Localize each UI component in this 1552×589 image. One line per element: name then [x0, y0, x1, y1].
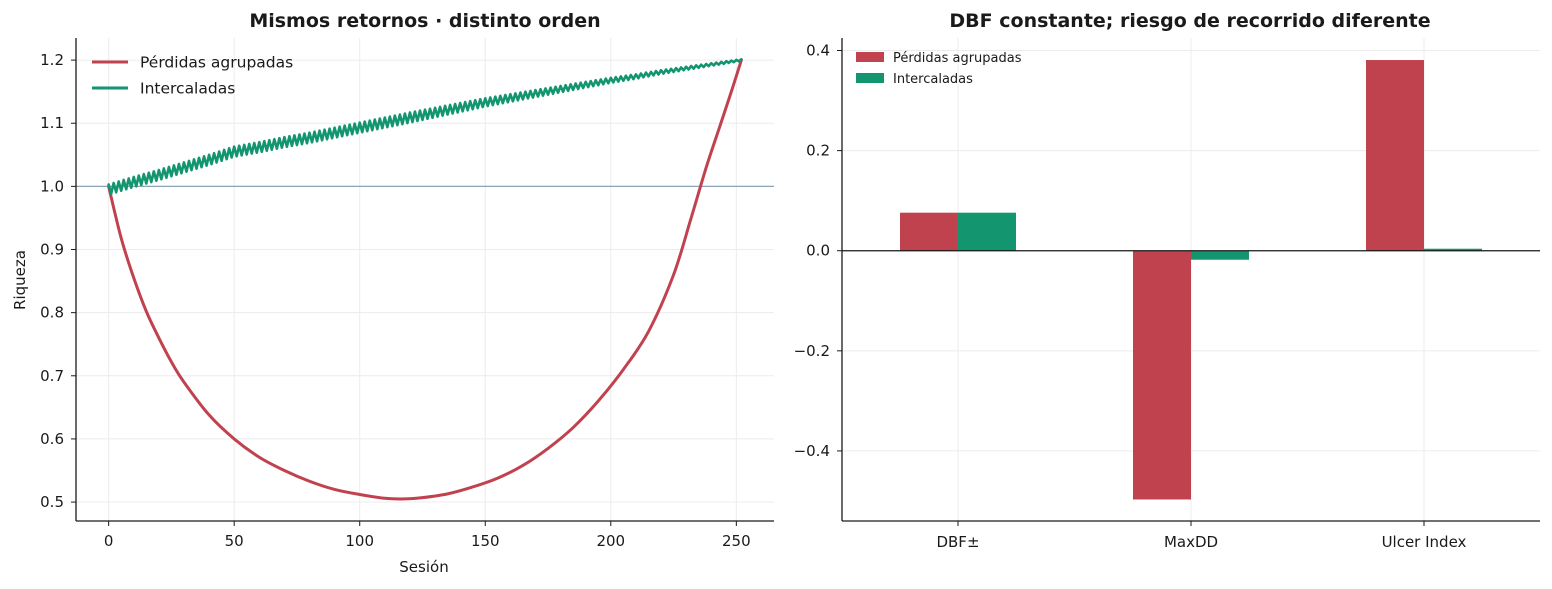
left-series-line-0 — [107, 58, 743, 501]
right-legend-label-0: Pérdidas agrupadas — [893, 51, 1022, 66]
right-y-ticks: −0.4 −0.2 0.0 0.2 0.4 — [794, 42, 842, 460]
bar-ulcerindex-series-1 — [1424, 248, 1482, 251]
left-y-axis-label: Riqueza — [11, 250, 29, 310]
left-x-tick-label: 150 — [471, 532, 500, 550]
right-y-tick-label: 0.4 — [806, 42, 830, 60]
right-legend-swatch-0 — [856, 52, 884, 62]
bar-maxdd-series-1 — [1191, 250, 1249, 260]
left-x-ticks: 0 50 100 150 200 250 — [104, 521, 751, 550]
right-panel: DBF constante; riesgo de recorrido difer… — [794, 10, 1540, 551]
left-x-tick-label: 100 — [345, 532, 374, 550]
right-bars — [900, 60, 1482, 500]
bar-dbf-series-1 — [958, 212, 1016, 251]
right-x-tick-label: MaxDD — [1164, 533, 1218, 551]
bar-dbf-series-0 — [900, 212, 958, 251]
left-y-tick-label: 0.5 — [40, 493, 64, 511]
left-y-tick-label: 0.7 — [40, 367, 64, 385]
left-y-tick-label: 0.8 — [40, 304, 64, 322]
left-y-tick-label: 0.6 — [40, 430, 64, 448]
right-legend-label-1: Intercaladas — [893, 72, 973, 87]
left-series-line-1 — [107, 57, 743, 196]
left-legend: Pérdidas agrupadas Intercaladas — [92, 54, 293, 98]
left-x-tick-label: 50 — [225, 532, 244, 550]
left-axes — [75, 38, 774, 522]
left-y-tick-label: 1.1 — [40, 114, 64, 132]
left-series — [107, 57, 743, 501]
bar-ulcerindex-series-0 — [1366, 60, 1424, 251]
right-x-tick-label: Ulcer Index — [1382, 533, 1467, 551]
left-y-ticks: 0.5 0.6 0.7 0.8 0.9 1.0 1.1 1.2 — [40, 51, 76, 511]
left-x-tick-label: 0 — [104, 532, 114, 550]
left-chart-title: Mismos retornos · distinto orden — [249, 10, 600, 32]
right-x-ticks: DBF± MaxDD Ulcer Index — [936, 521, 1467, 551]
right-y-tick-label: 0.2 — [806, 142, 830, 160]
right-legend: Pérdidas agrupadas Intercaladas — [856, 51, 1022, 87]
right-y-tick-label: 0.0 — [806, 242, 830, 260]
right-legend-swatch-1 — [856, 73, 884, 83]
left-y-tick-label: 0.9 — [40, 241, 64, 259]
left-y-tick-label: 1.0 — [40, 177, 64, 195]
right-y-tick-label: −0.4 — [794, 442, 830, 460]
left-legend-label-1: Intercaladas — [140, 80, 235, 98]
left-legend-label-0: Pérdidas agrupadas — [140, 54, 293, 72]
right-y-tick-label: −0.2 — [794, 342, 830, 360]
left-x-tick-label: 200 — [596, 532, 625, 550]
left-x-axis-label: Sesión — [399, 558, 448, 576]
right-x-tick-label: DBF± — [936, 533, 979, 551]
right-chart-title: DBF constante; riesgo de recorrido difer… — [949, 10, 1430, 32]
left-panel: Mismos retornos · distinto orden 0 50 100 1… — [11, 10, 774, 576]
left-x-tick-label: 250 — [722, 532, 751, 550]
left-y-tick-label: 1.2 — [40, 51, 64, 69]
bar-maxdd-series-0 — [1133, 250, 1191, 500]
